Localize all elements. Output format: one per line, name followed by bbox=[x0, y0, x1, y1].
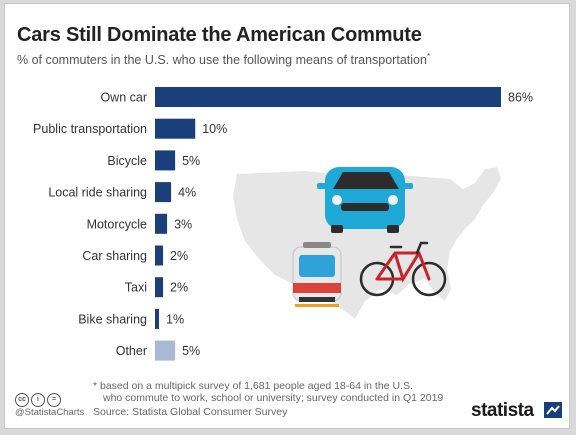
chart-subtitle: % of commuters in the U.S. who use the f… bbox=[17, 52, 557, 67]
value-label: 3% bbox=[174, 217, 192, 231]
category-label: Own car bbox=[100, 91, 147, 105]
twitter-handle: @StatistaCharts bbox=[15, 407, 85, 418]
value-label: 5% bbox=[182, 154, 200, 168]
footnote: * based on a multipick survey of 1,681 p… bbox=[93, 380, 473, 404]
category-label: Public transportation bbox=[33, 122, 147, 136]
category-label: Other bbox=[116, 344, 147, 358]
bar bbox=[155, 150, 176, 171]
bars-layer: Own car 86% Public transportation 10% Bicycl… bbox=[33, 87, 533, 361]
footnote-line-1: * based on a multipick survey of 1,681 p… bbox=[93, 380, 413, 392]
car-icon bbox=[317, 167, 413, 233]
category-label: Car sharing bbox=[82, 249, 147, 263]
chart-card: Cars Still Dominate the American Commute… bbox=[4, 3, 570, 429]
value-label: 1% bbox=[166, 312, 184, 326]
bar bbox=[155, 213, 168, 234]
bar bbox=[155, 182, 172, 203]
category-label: Bike sharing bbox=[78, 312, 147, 326]
subtitle-footnote-mark: * bbox=[426, 52, 431, 61]
statista-logo-icon bbox=[544, 402, 562, 418]
footnote-line-2: who commute to work, school or universit… bbox=[103, 392, 444, 404]
nd-icon: = bbox=[47, 393, 61, 407]
subtitle-text: % of commuters in the U.S. who use the f… bbox=[17, 53, 427, 68]
value-label: 2% bbox=[170, 249, 188, 263]
bar bbox=[155, 87, 501, 107]
cc-icon: cc bbox=[15, 393, 29, 407]
value-label: 86% bbox=[508, 91, 533, 105]
source-note: Source: Statista Global Consumer Survey bbox=[93, 406, 288, 418]
category-label: Taxi bbox=[125, 281, 147, 295]
category-label: Local ride sharing bbox=[48, 186, 147, 200]
bicycle-icon bbox=[359, 241, 447, 297]
value-label: 4% bbox=[178, 186, 196, 200]
category-label: Motorcycle bbox=[87, 217, 147, 231]
train-icon bbox=[292, 242, 342, 307]
bar bbox=[155, 245, 164, 266]
statista-logo: statista bbox=[471, 400, 534, 421]
cc-license-icon: cc i = bbox=[15, 388, 75, 407]
value-label: 2% bbox=[170, 281, 188, 295]
bar-chart: Own car 86% Public transportation 10% Bicycl… bbox=[33, 87, 533, 361]
category-label: Bicycle bbox=[107, 154, 147, 168]
bar bbox=[155, 340, 176, 361]
bar bbox=[155, 118, 196, 139]
chart-title: Cars Still Dominate the American Commute bbox=[17, 24, 422, 46]
by-icon: i bbox=[31, 393, 45, 407]
value-label: 5% bbox=[182, 344, 200, 358]
bar bbox=[155, 277, 164, 298]
value-label: 10% bbox=[202, 122, 227, 136]
bar bbox=[155, 308, 160, 329]
